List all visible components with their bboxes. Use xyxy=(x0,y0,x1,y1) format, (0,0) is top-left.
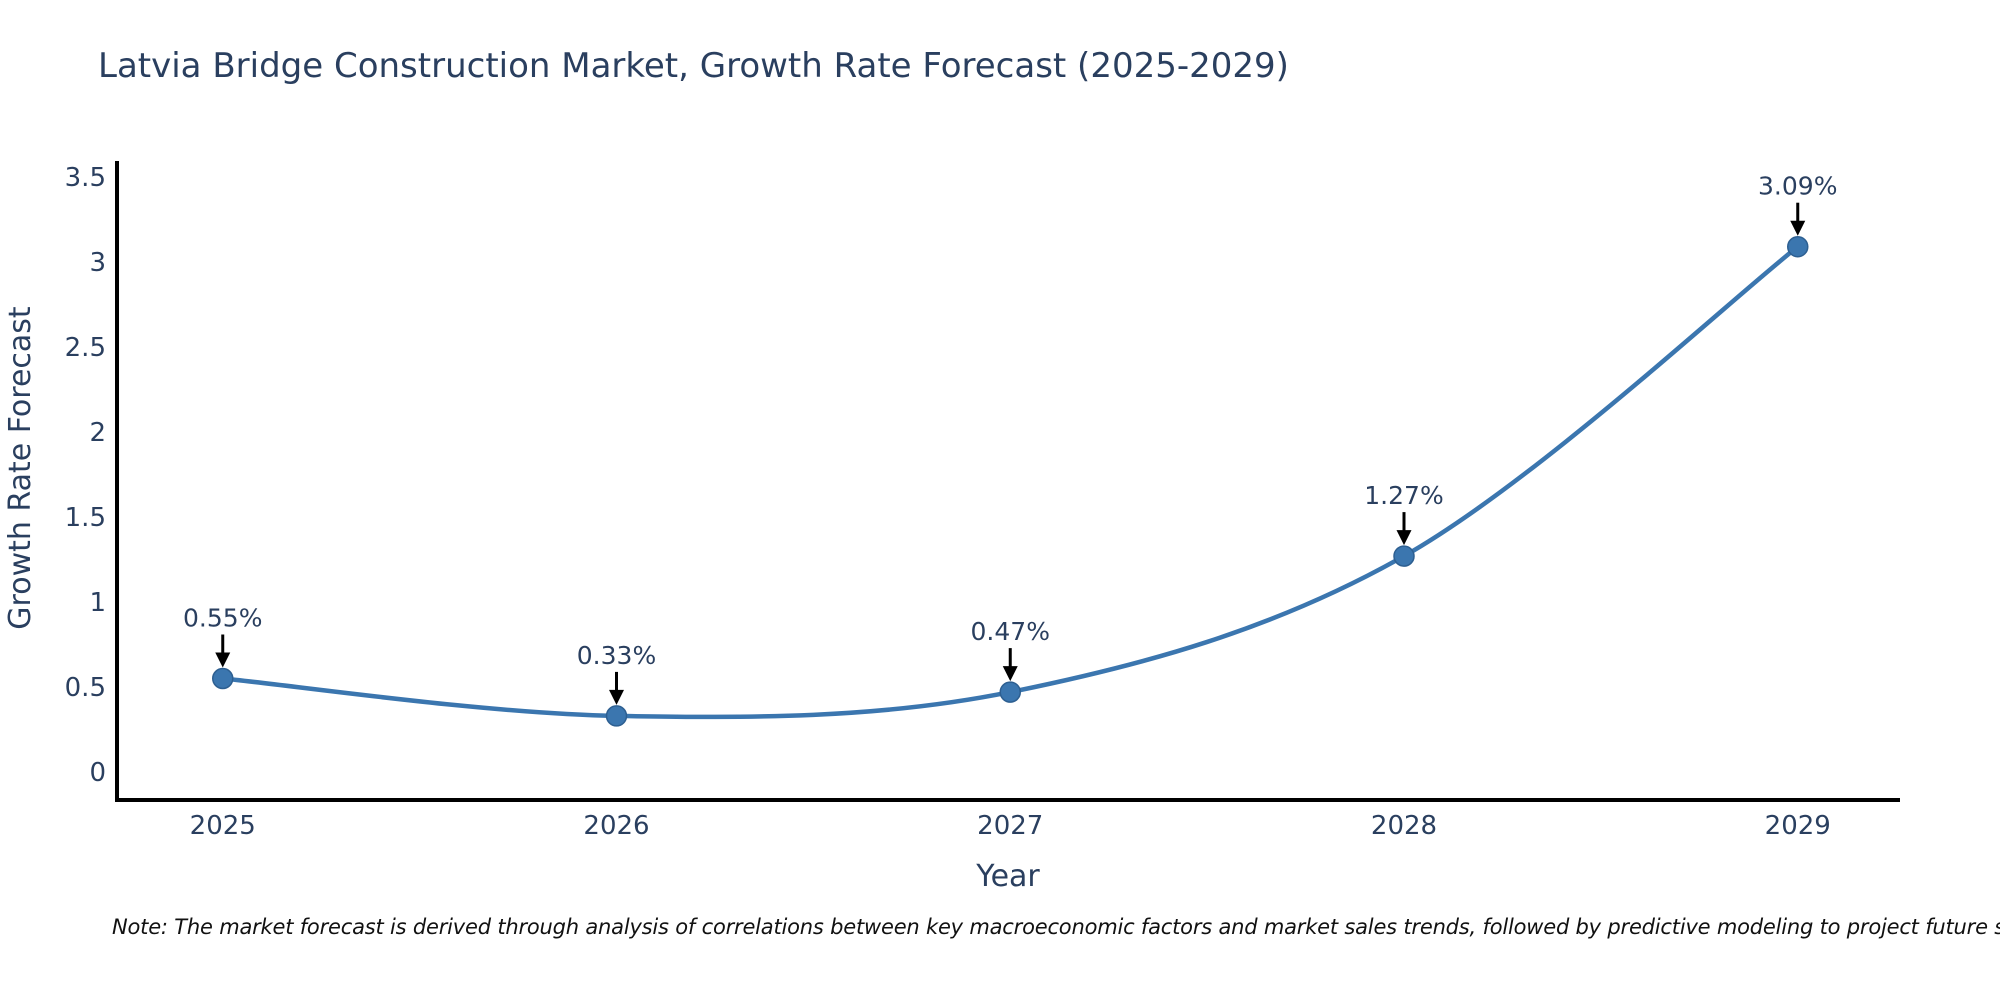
annotation-arrow-head xyxy=(1396,530,1412,546)
y-tick-label: 2 xyxy=(89,418,106,448)
annotation-label: 3.09% xyxy=(1758,172,1837,201)
x-tick-label: 2029 xyxy=(1765,811,1831,841)
y-tick-label: 1 xyxy=(89,588,106,618)
annotation-arrow-head xyxy=(1790,220,1806,236)
annotation-label: 0.55% xyxy=(183,604,262,633)
annotation-arrow-head xyxy=(1002,666,1018,682)
y-axis-title: Growth Rate Forecast xyxy=(3,306,38,630)
y-tick-label: 1.5 xyxy=(65,503,106,533)
chart-title: Latvia Bridge Construction Market, Growt… xyxy=(98,46,1289,86)
x-tick-label: 2027 xyxy=(977,811,1043,841)
annotation-label: 0.33% xyxy=(577,641,656,670)
x-axis-title: Year xyxy=(975,859,1040,894)
annotation-arrow-head xyxy=(215,652,231,668)
series-line xyxy=(220,244,1800,720)
data-point-marker xyxy=(212,667,234,690)
x-tick-label: 2026 xyxy=(583,811,649,841)
axis-lines xyxy=(115,161,1900,802)
y-tick-label: 3 xyxy=(89,248,106,278)
data-point-marker xyxy=(605,705,628,727)
x-tick-label: 2028 xyxy=(1371,811,1437,841)
y-tick-label: 3.5 xyxy=(65,163,106,193)
data-point-marker xyxy=(999,681,1021,703)
annotation-arrow-head xyxy=(609,689,624,705)
footnote: Note: The market forecast is derived thr… xyxy=(112,915,2000,939)
annotation-label: 1.27% xyxy=(1364,481,1443,510)
data-point-marker xyxy=(1787,235,1809,258)
y-tick-label: 0.5 xyxy=(65,673,106,703)
y-tick-label: 0 xyxy=(89,758,106,788)
annotation-label: 0.47% xyxy=(971,617,1050,646)
data-point-marker xyxy=(1393,545,1415,567)
x-tick-label: 2025 xyxy=(190,811,256,841)
y-tick-label: 2.5 xyxy=(65,333,106,363)
